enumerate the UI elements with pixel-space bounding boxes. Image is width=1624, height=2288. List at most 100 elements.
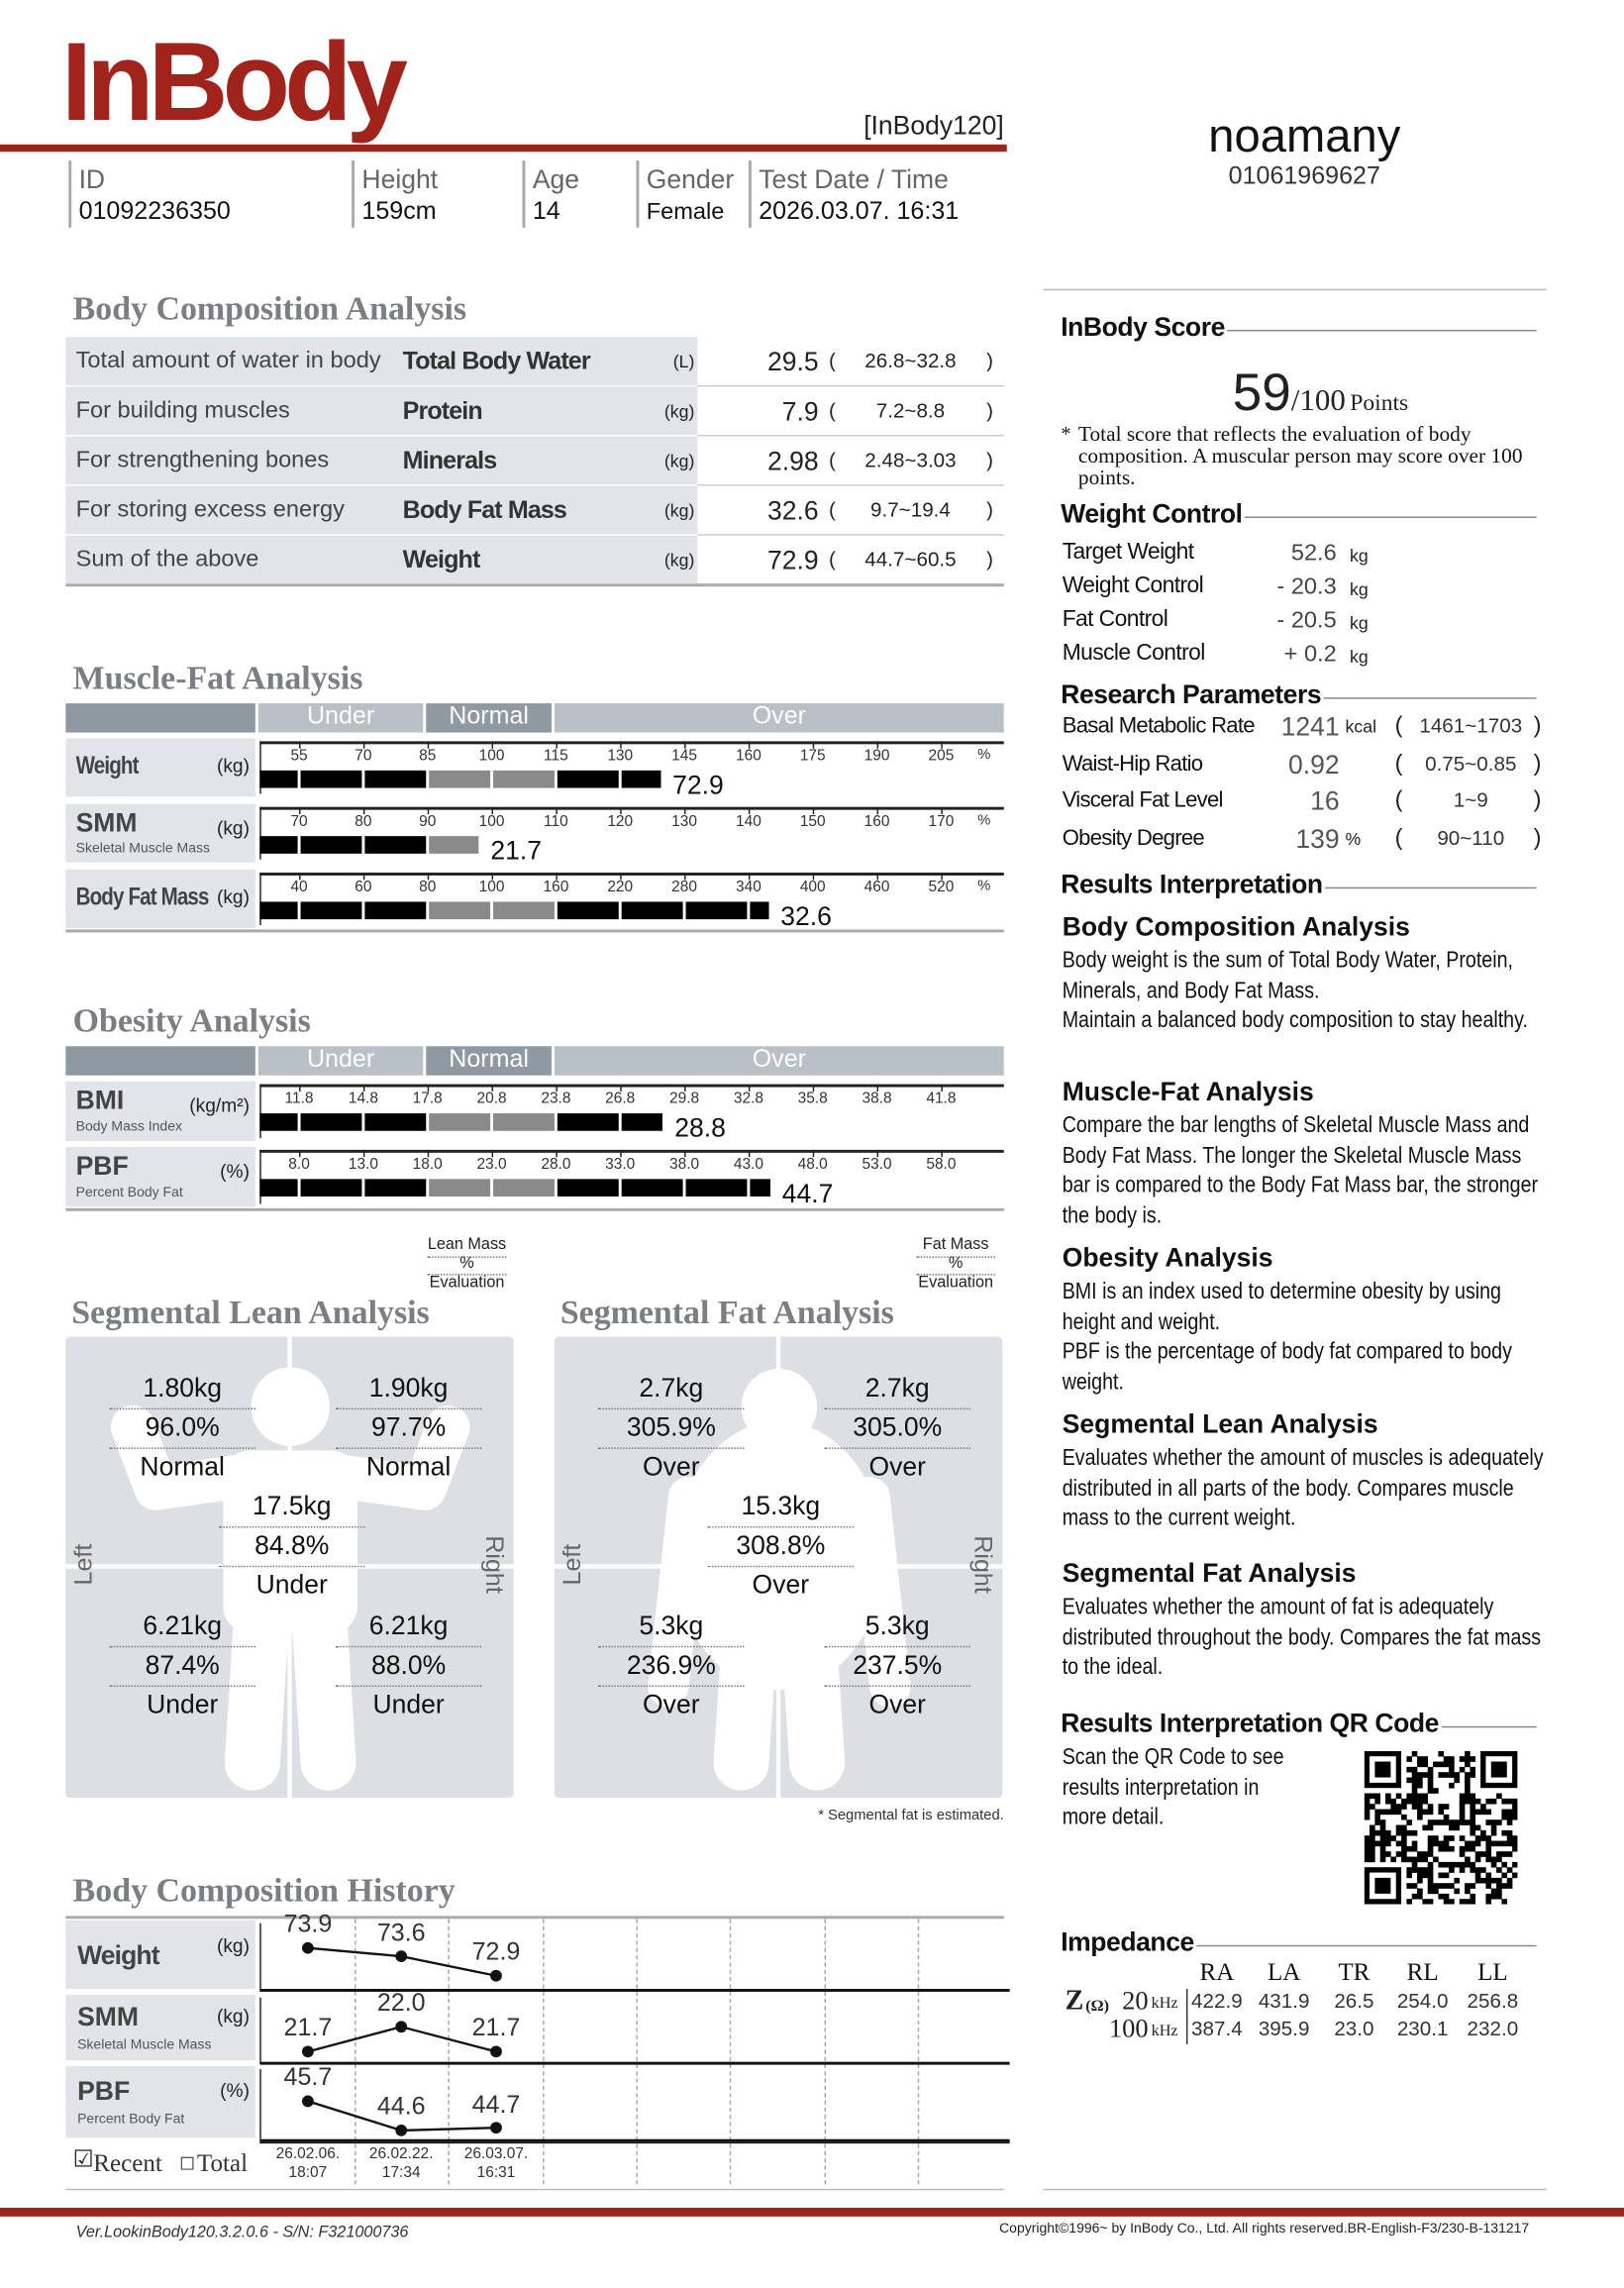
- bar-axis-left: [259, 1084, 261, 1139]
- tick-unit: %: [977, 812, 991, 829]
- paren-close: ): [986, 497, 993, 522]
- band-header-over: Over: [554, 1046, 1004, 1076]
- total-label[interactable]: Total: [196, 2149, 249, 2178]
- right-column-top-rule: [1043, 288, 1547, 291]
- impedance-value: 232.0: [1467, 2017, 1519, 2041]
- dotted-divider: [335, 1447, 482, 1449]
- impedance-z-label: Z: [1065, 1986, 1084, 2018]
- history-row-label-pbf: PBF Percent Body Fat (%): [65, 2066, 255, 2138]
- right-arm-evaluation: Normal: [365, 1451, 452, 1482]
- paren-open: (: [828, 547, 836, 572]
- dotted-divider: [219, 1565, 365, 1568]
- bca-row-label-bg: [65, 436, 698, 485]
- bar-axis-left: [259, 1149, 261, 1204]
- user-phone: 01061969627: [1228, 162, 1380, 191]
- tick-mark: [684, 806, 686, 815]
- tick-mark: [620, 1149, 622, 1158]
- tick-mark: [299, 806, 301, 815]
- bar-value: 72.9: [672, 770, 724, 800]
- heading-results-interpretation-text: Results Interpretation: [1061, 869, 1323, 898]
- bar-segment: [300, 836, 362, 854]
- left-arm-mass: 2.7kg: [639, 1373, 704, 1403]
- recent-checkbox[interactable]: ☑: [72, 2147, 94, 2173]
- paren-open: (: [1394, 825, 1403, 851]
- row-name: Body Fat Mass: [75, 883, 210, 911]
- section-bottom-rule: [65, 1207, 1004, 1211]
- bar-segment: [621, 901, 683, 920]
- legend-divider: [427, 1274, 507, 1276]
- info-divider: [748, 160, 752, 228]
- tick-label: 80: [419, 879, 437, 897]
- bar-segment: [429, 770, 491, 788]
- score-max: /100: [1290, 381, 1346, 418]
- bar-segment: [259, 1113, 298, 1131]
- info-label-id: ID: [78, 164, 106, 194]
- band-label: Under: [306, 1045, 375, 1074]
- bar-axis-top: [259, 1149, 1004, 1153]
- row-unit: (kg): [216, 885, 250, 908]
- score-value: 59: [1232, 362, 1291, 422]
- interpretation-body-composition-analysis-title: Body Composition Analysis: [1062, 911, 1410, 941]
- paren-close: ): [1533, 825, 1542, 851]
- tick-mark: [299, 741, 301, 749]
- recent-label[interactable]: Recent: [93, 2149, 162, 2178]
- paren-open: (: [828, 349, 836, 373]
- row-name: BMI: [75, 1086, 125, 1116]
- impedance-divider: [1185, 1988, 1188, 2044]
- row-subtitle: Percent Body Fat: [75, 1184, 183, 1200]
- tick-mark: [748, 806, 751, 815]
- row-name: PBF: [75, 1151, 129, 1182]
- heading-inbody-score-text: InBody Score: [1061, 311, 1225, 341]
- row-subtitle: Body Mass Index: [75, 1118, 183, 1135]
- tick-mark: [812, 1149, 815, 1158]
- heading-weight-control-text: Weight Control: [1061, 498, 1243, 528]
- bar-axis-left: [259, 741, 261, 794]
- paren-open: (: [1394, 713, 1403, 739]
- history-point-label: 44.7: [471, 2090, 521, 2119]
- history-time: 16:31: [476, 2164, 516, 2183]
- bar-segment: [300, 1179, 362, 1197]
- interpretation-muscle-fat-analysis-title: Muscle-Fat Analysis: [1062, 1076, 1314, 1106]
- weight-control-value: - 20.3: [1276, 574, 1337, 600]
- bar-axis-top: [259, 806, 1004, 810]
- tick-mark: [748, 1149, 751, 1158]
- tick-label: 145: [671, 747, 697, 766]
- qr-instructions: Scan the QR Code to see results interpre…: [1062, 1744, 1284, 1831]
- interpretation-paragraph: BMI is an index used to determine obesit…: [1062, 1280, 1501, 1335]
- bar-segment: [364, 770, 427, 788]
- tick-label: 58.0: [926, 1156, 957, 1175]
- dotted-divider: [598, 1645, 745, 1648]
- weight-control-label: Muscle Control: [1062, 641, 1206, 667]
- impedance-value: 387.4: [1191, 2017, 1243, 2041]
- tick-label: 17.8: [412, 1091, 443, 1108]
- history-date: 26.02.22.: [368, 2145, 434, 2164]
- total-checkbox[interactable]: ☐: [179, 2153, 196, 2175]
- segmental-fat-note: * Segmental fat is estimated.: [818, 1808, 1004, 1824]
- tick-label: 100: [478, 879, 505, 897]
- bar-row-smm-label: SMM Skeletal Muscle Mass (kg): [65, 803, 255, 863]
- qr-code-icon[interactable]: [1364, 1750, 1518, 1905]
- history-point: [395, 2021, 408, 2033]
- footer-version: Ver.LookinBody120.3.2.0.6 - S/N: F321000…: [75, 2224, 409, 2242]
- trunk-percent: 84.8%: [254, 1530, 330, 1560]
- side-label-right: Right: [480, 1536, 509, 1595]
- tick-label: 160: [735, 747, 761, 766]
- history-date: 26.02.06.: [275, 2145, 341, 2164]
- history-line-pbf: [302, 2095, 502, 2136]
- bar-value: 32.6: [780, 901, 832, 931]
- history-axis-bottom: [259, 2061, 1010, 2065]
- band-header-under: Under: [257, 1045, 424, 1076]
- history-time: 18:07: [288, 2164, 328, 2183]
- legend-mass: Lean Mass: [427, 1236, 507, 1254]
- tick-label: 100: [478, 813, 505, 831]
- paren-open: (: [828, 398, 836, 423]
- tick-mark: [876, 1149, 879, 1158]
- dotted-divider: [824, 1645, 970, 1648]
- bar-segment: [557, 901, 619, 920]
- tick-mark: [556, 872, 558, 881]
- impedance-value: 26.5: [1334, 1989, 1374, 2014]
- legend-mass: Fat Mass: [922, 1236, 989, 1254]
- paren-open: (: [828, 448, 836, 472]
- tick-mark: [362, 1149, 365, 1158]
- bar-value: 28.8: [674, 1112, 726, 1143]
